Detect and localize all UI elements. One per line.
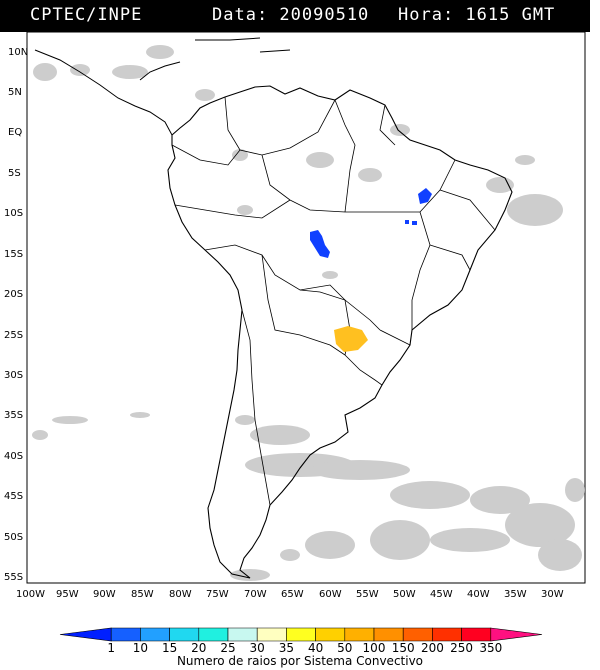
lon-label: 85W [131,589,154,600]
lat-label: 55S [4,572,23,583]
colorbar-tick-label: 25 [220,641,235,655]
lon-label: 35W [504,589,527,600]
lon-label: 40W [467,589,490,600]
colorbar-tick-label: 35 [279,641,294,655]
storm-cell-blue-small-1 [405,220,409,224]
colorbar-segment [490,627,543,642]
lon-label: 100W [16,589,45,600]
colorbar-segment [169,627,200,642]
colorbar-tick-label: 350 [479,641,502,655]
colorbar-tick-label: 10 [133,641,148,655]
latitude-labels: 10N 5N EQ 5S 10S 15S 20S 25S 30S 35S 40S… [4,47,28,583]
lat-label: 10N [8,47,28,58]
lon-label: 70W [244,589,267,600]
colorbar-tick-label: 30 [250,641,265,655]
lon-label: 95W [56,589,79,600]
storm-cluster-blue-east [418,188,432,204]
storm-clusters [310,188,432,352]
lon-label: 75W [206,589,229,600]
colorbar-tick-label: 250 [450,641,473,655]
colorbar-tick-label: 40 [308,641,323,655]
storm-cluster-orange [334,326,368,352]
colorbar-caption: Numero de raios por Sistema Convectivo [176,654,424,668]
lon-label: 45W [430,589,453,600]
lon-label: 65W [281,589,304,600]
colorbar-tick-label: 150 [392,641,415,655]
colorbar-segment [140,627,170,642]
colorbar-segment [461,627,492,642]
colorbar-segment [59,627,112,642]
lon-label: 60W [319,589,342,600]
colorbar-segment [110,627,141,642]
colorbar-segment [198,627,229,642]
map-header: CPTEC/INPE Data: 20090510 Hora: 1615 GMT [0,0,590,32]
colorbar-segment [344,627,375,642]
colorbar-segment [256,627,287,642]
source-label: CPTEC/INPE [30,5,143,25]
colorbar-tick-label: 15 [162,641,177,655]
lat-label: 40S [4,451,23,462]
colorbar-tick-label: 50 [337,641,352,655]
colorbar-segment [432,627,462,642]
lon-label: 90W [93,589,116,600]
colorbar [59,627,543,642]
lat-label: 45S [4,491,23,502]
continent-outline [167,85,513,579]
lon-label: 30W [541,589,564,600]
lon-label: 80W [169,589,192,600]
lat-label: 25S [4,330,23,341]
storm-cluster-blue-central [310,230,330,258]
colorbar-segment [227,627,258,642]
central-america-outline [34,37,291,136]
cloud-cover [32,45,585,581]
colorbar-segment [373,627,404,642]
lat-label: 15S [4,249,23,260]
colorbar-segment [402,627,433,642]
lat-label: 20S [4,289,23,300]
colorbar-tick-label: 200 [421,641,444,655]
lat-label: 35S [4,410,23,421]
lat-label: 50S [4,532,23,543]
country-borders [171,96,496,506]
lat-label: 5S [8,168,21,179]
lat-label: EQ [8,127,22,138]
lat-label: 5N [8,87,22,98]
time-label: Hora: 1615 GMT [398,5,556,25]
lon-label: 50W [393,589,416,600]
date-label: Data: 20090510 [212,5,370,25]
lat-label: 30S [4,370,23,381]
colorbar-tick-label: 20 [191,641,206,655]
colorbar-labels: 1 10 15 20 25 30 35 40 50 100 150 200 250 350 [107,641,502,655]
colorbar-segment [286,627,316,642]
lat-label: 10S [4,208,23,219]
lon-label: 55W [356,589,379,600]
colorbar-segment [315,627,346,642]
colorbar-tick-label: 1 [107,641,115,655]
storm-cell-blue-small-2 [412,221,417,225]
longitude-labels: 100W 95W 90W 85W 80W 75W 70W 65W 60W 55W… [16,589,564,600]
colorbar-tick-label: 100 [363,641,386,655]
